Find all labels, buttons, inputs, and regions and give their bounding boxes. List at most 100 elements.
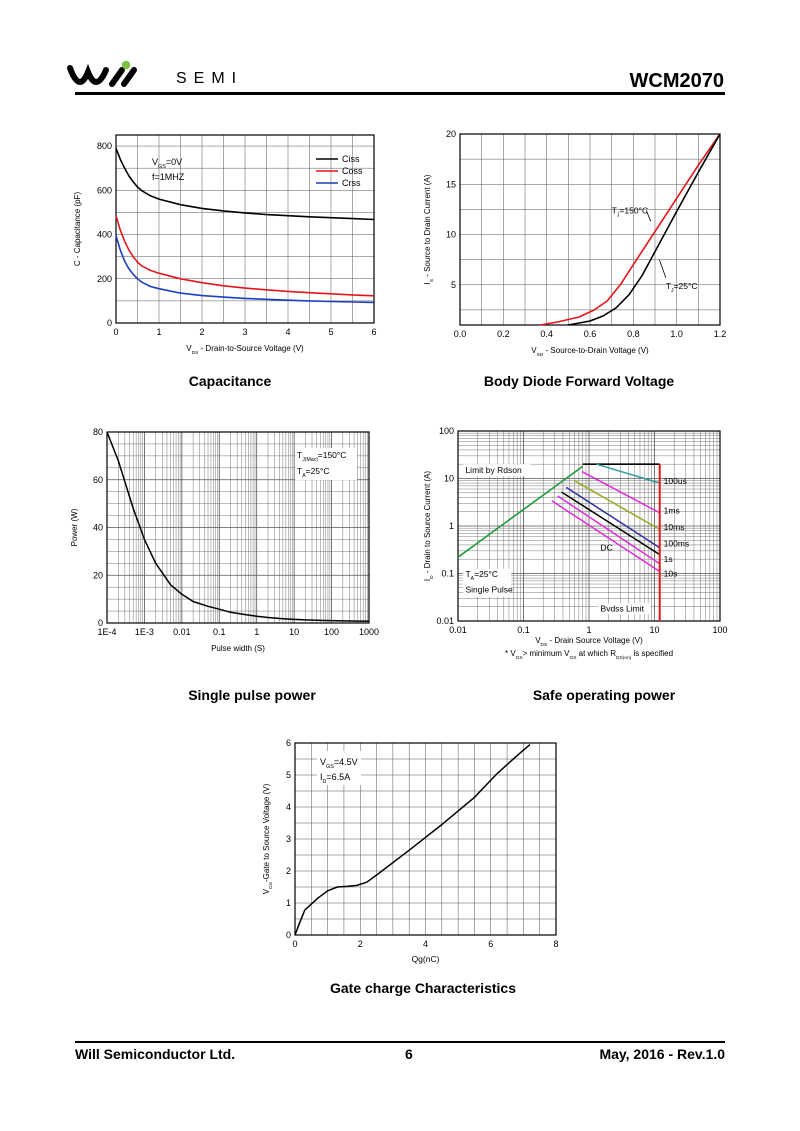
y-tick-label: 800 [97, 141, 112, 151]
y-tick-label: 10 [444, 474, 454, 484]
footer-date-revision: May, 2016 - Rev.1.0 [599, 1046, 725, 1062]
soa-curve-10s [557, 495, 661, 565]
gate-charge-chart: 0 2 4 6 8 0 1 2 3 4 5 6 Qg(nC) VGS​-Gate to Source Vo… [262, 738, 559, 964]
y-tick-label: 80 [93, 427, 103, 437]
footer-company: Will Semiconductor Ltd. [75, 1046, 236, 1062]
x-tick-label: 0.2 [497, 329, 510, 339]
x-tick-label: 2 [358, 939, 363, 949]
annotation-backdrop [295, 448, 357, 480]
x-tick-label: 1.2 [714, 329, 727, 339]
y-tick-label: 60 [93, 475, 103, 485]
soa-curve-100us [596, 463, 660, 484]
label-tj25: TJ​=25°C [666, 281, 698, 294]
y-tick-label: 10 [446, 230, 456, 240]
x-tick-label: 100 [324, 627, 339, 637]
x-tick-label: 6 [371, 327, 376, 337]
soa-curve-1ms [581, 470, 661, 514]
caption-capacitance: Capacitance [188, 373, 272, 389]
plot-frame [457, 430, 721, 622]
label-10s: 10s [664, 569, 678, 579]
x-tick-label: 1 [586, 625, 591, 635]
y-tick-label: 5 [451, 280, 456, 290]
y-tick-label: 200 [97, 274, 112, 284]
label-tj150: TJ​=150°C [612, 205, 648, 218]
x-tick-label: 1E-4 [97, 627, 116, 637]
label-dc: DC [601, 543, 613, 553]
soa-curve-dc [551, 500, 661, 573]
y-tick-label: 0 [286, 930, 291, 940]
label-100us: 100us [664, 476, 687, 486]
x-tick-label: 4 [423, 939, 428, 949]
series-ciss [115, 148, 375, 221]
soa-curve-10ms [574, 480, 661, 531]
x-tick-label: 0.4 [540, 329, 553, 339]
series-power [106, 431, 369, 622]
y-tick-label: 0 [107, 318, 112, 328]
soa-curve-100ms [565, 486, 661, 549]
x-tick-label: 0.0 [454, 329, 467, 339]
logo-w-mark [67, 63, 109, 86]
x-tick-label: 1 [156, 327, 161, 337]
rdson-limit-line [457, 465, 584, 558]
y-axis-label: ID​ - Drain to Source Current (A) [423, 471, 435, 582]
plot-frame [115, 134, 375, 324]
x-axis-label: VSD​ - Source-to-Drain Voltage (V) [531, 346, 649, 358]
header-rule [75, 92, 725, 95]
x-tick-label: 0.6 [584, 329, 597, 339]
pointer-tj25 [658, 259, 667, 278]
y-tick-label: 0.01 [436, 616, 454, 626]
ta-label-backdrop [463, 568, 512, 597]
caption-single-pulse: Single pulse power [188, 687, 316, 703]
logo-green-dot [121, 60, 131, 70]
y-tick-label: 20 [93, 570, 103, 580]
footnote-vgs: * VGS​> minimum VGS​ at which RDS(on)​ i… [505, 649, 673, 661]
x-tick-label: 1.0 [670, 329, 683, 339]
annotation-id: ID​=6.5A [320, 772, 350, 785]
label-100ms: 100ms [664, 538, 690, 548]
series-crss [115, 235, 375, 304]
x-tick-label: 1000 [359, 627, 379, 637]
annotation-ta: TA​=25°C [297, 466, 330, 479]
annotation-tjmax: TJ(Max)​=150°C [297, 450, 346, 463]
body-diode-chart: 0.0 0.2 0.4 0.6 0.8 1.0 1.2 5 10 15 20 VSD​ - Sourc… [423, 129, 727, 358]
bvdss-label-backdrop [598, 603, 651, 615]
y-tick-label: 1 [286, 898, 291, 908]
footer-rule [75, 1041, 725, 1043]
capacitance-chart: 0 1 2 3 4 5 6 0 200 400 600 800 VDS​ - Drain-to-Sour… [73, 134, 377, 356]
annotation-vgs: VGS​=4.5V [320, 757, 358, 770]
x-axis-label: Pulse width (S) [211, 644, 265, 653]
y-tick-label: 6 [286, 738, 291, 748]
y-tick-label: 0 [98, 618, 103, 628]
logo-slash-1 [109, 67, 125, 87]
label-1ms: 1ms [664, 506, 680, 516]
label-1s: 1s [664, 554, 673, 564]
label-single-pulse: Single Pulse [465, 584, 513, 594]
x-tick-label: 5 [328, 327, 333, 337]
plot-frame [294, 742, 557, 936]
y-axis-label: C - Capacitance (pF) [73, 192, 82, 267]
soa-chart: 0.01 0.1 1 10 100 0.01 0.1 1 10 100 VDS​ - Drain S… [423, 426, 728, 661]
x-axis-label: VDS​ - Drain-to-Source Voltage (V) [186, 344, 304, 356]
soa-curve-1s [561, 491, 661, 556]
x-tick-label: 3 [242, 327, 247, 337]
footer-page-number: 6 [405, 1046, 413, 1062]
x-tick-label: 100 [712, 625, 727, 635]
annotation-freq: f=1MHZ [152, 172, 185, 182]
caption-body-diode: Body Diode Forward Voltage [483, 373, 675, 389]
y-axis-label: IS​ - Source to Drain Current (A) [423, 174, 435, 284]
series-vgs [294, 744, 531, 936]
x-tick-label: 4 [285, 327, 290, 337]
y-axis-label: Power (W) [70, 508, 79, 546]
y-tick-label: 0.1 [441, 569, 454, 579]
y-tick-label: 20 [446, 129, 456, 139]
x-tick-label: 1 [254, 627, 259, 637]
will-semi-logo [67, 60, 137, 87]
part-number: WCM2070 [629, 70, 724, 92]
rdson-label-backdrop [463, 464, 532, 477]
y-tick-label: 400 [97, 230, 112, 240]
legend-label-crss: Crss [342, 178, 361, 188]
legend-label-coss: Coss [342, 166, 363, 176]
logo-slash-2 [121, 67, 137, 87]
x-tick-label: 0 [113, 327, 118, 337]
y-tick-label: 2 [286, 866, 291, 876]
